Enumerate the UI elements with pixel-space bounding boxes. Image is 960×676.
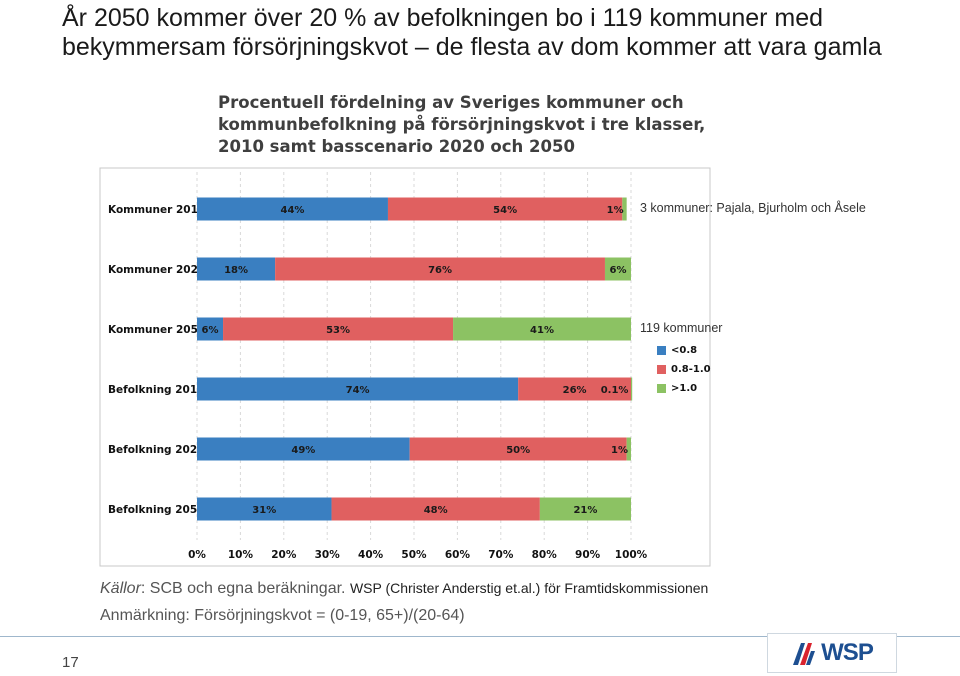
legend-label: >1.0 [671, 383, 698, 394]
category-label: Kommuner 2010 [108, 204, 205, 216]
bar-segment [604, 257, 631, 281]
data-label: 31% [252, 505, 276, 516]
category-label: Befolkning 2010 [108, 384, 204, 396]
bar-segment [197, 437, 410, 461]
bar-segment [197, 317, 224, 341]
data-label: 0.1% [601, 385, 629, 396]
bar-segment [197, 377, 519, 401]
x-tick-label: 60% [445, 549, 471, 561]
x-tick-label: 80% [532, 549, 558, 561]
data-label: 44% [281, 205, 305, 216]
bar-segment [518, 377, 631, 401]
bar-segment [631, 377, 633, 401]
wsp-logo-icon [793, 643, 816, 665]
bar-segment [409, 437, 627, 461]
bar-segment [539, 497, 631, 521]
legend-swatch [657, 346, 666, 355]
bar-segment [453, 317, 631, 341]
legend-item: <0.8 [657, 341, 711, 360]
data-label: 49% [291, 445, 315, 456]
data-label: 21% [573, 505, 597, 516]
x-tick-label: 90% [575, 549, 601, 561]
legend-item: 0.8-1.0 [657, 360, 711, 379]
legend-swatch [657, 365, 666, 374]
chart-title: Procentuell fördelning av Sveriges kommu… [218, 93, 706, 156]
bar-segment [197, 257, 276, 281]
bar-segment [387, 197, 623, 221]
x-tick-label: 70% [488, 549, 514, 561]
data-label: 54% [493, 205, 517, 216]
legend-label: 0.8-1.0 [671, 364, 711, 375]
sources-text: : SCB och egna beräkningar. [140, 580, 346, 597]
data-label: 48% [424, 505, 448, 516]
bar-segment [197, 497, 332, 521]
data-label: 18% [224, 265, 248, 276]
category-label: Kommuner 2050 [108, 324, 205, 336]
chart-annotation: 3 kommuner: Pajala, Bjurholm och Åsele [640, 201, 866, 215]
data-label: 50% [506, 445, 530, 456]
sources: Källor: SCB och egna beräkningar. WSP (C… [100, 580, 708, 598]
bar-segment [331, 497, 540, 521]
data-label: 1% [611, 445, 628, 456]
wsp-logo-text: WSP [821, 639, 874, 666]
remark: Anmärkning: Försörjningskvot = (0-19, 65… [100, 607, 465, 624]
bar-segment [275, 257, 605, 281]
category-label: Befolkning 2050 [108, 504, 204, 516]
page-number: 17 [62, 654, 79, 671]
legend-swatch [657, 384, 666, 393]
chart-legend: <0.8 0.8-1.0 >1.0 [657, 341, 711, 398]
sources-wsp-note: WSP (Christer Anderstig et.al.) för Fram… [349, 580, 709, 596]
data-label: 6% [609, 265, 626, 276]
x-tick-label: 100% [615, 549, 648, 561]
bar-segment [197, 197, 388, 221]
x-tick-label: 0% [188, 549, 206, 561]
x-tick-label: 40% [358, 549, 384, 561]
data-label: 53% [326, 325, 350, 336]
category-label: Kommuner 2020 [108, 264, 205, 276]
x-tick-label: 30% [315, 549, 341, 561]
sources-prefix: Källor [100, 580, 141, 597]
slide-headline: År 2050 kommer över 20 % av befolkningen… [62, 4, 882, 61]
data-label: 41% [530, 325, 554, 336]
data-label: 74% [346, 385, 370, 396]
wsp-logo: WSP [767, 633, 897, 673]
bar-segment [622, 197, 627, 221]
bar-segment [626, 437, 631, 461]
data-label: 6% [202, 325, 219, 336]
x-tick-label: 20% [271, 549, 297, 561]
x-tick-label: 10% [228, 549, 254, 561]
data-label: 76% [428, 265, 452, 276]
data-label: 1% [607, 205, 624, 216]
chart-annotation: 119 kommuner [640, 321, 723, 335]
footer-divider [0, 636, 960, 637]
category-label: Befolkning 2020 [108, 444, 204, 456]
bar-segment [223, 317, 454, 341]
legend-label: <0.8 [671, 345, 698, 356]
x-tick-label: 50% [401, 549, 427, 561]
legend-item: >1.0 [657, 379, 711, 398]
data-label: 26% [563, 385, 587, 396]
